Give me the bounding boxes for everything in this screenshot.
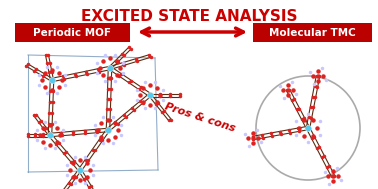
Text: Periodic MOF: Periodic MOF xyxy=(33,28,111,37)
Text: Molecular TMC: Molecular TMC xyxy=(269,28,355,37)
Text: Pros & cons: Pros & cons xyxy=(163,102,237,134)
Text: EXCITED STATE ANALYSIS: EXCITED STATE ANALYSIS xyxy=(81,9,297,24)
FancyArrowPatch shape xyxy=(142,28,243,36)
FancyBboxPatch shape xyxy=(253,23,372,42)
FancyBboxPatch shape xyxy=(15,23,130,42)
